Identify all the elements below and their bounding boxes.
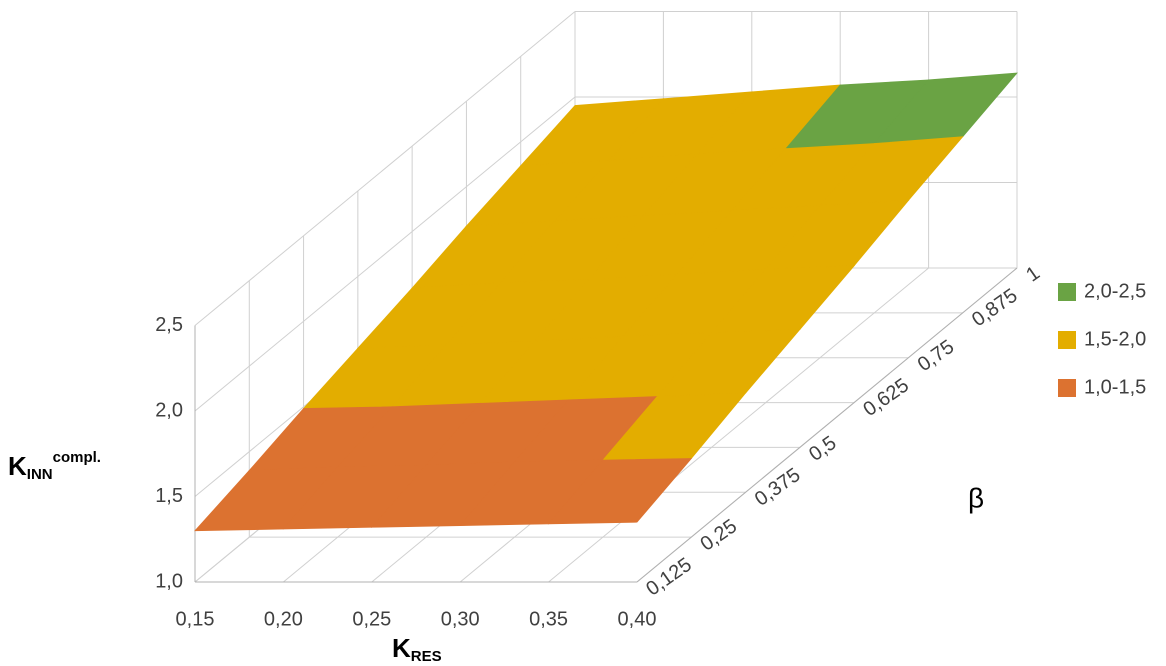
- left-wall-grid-line: [194, 11, 576, 326]
- y-axis-line: [636, 267, 1018, 583]
- y-tick-label: 1: [1022, 262, 1044, 286]
- z-tick-label: 1,5: [155, 485, 183, 507]
- floor-grid-line: [548, 267, 929, 583]
- legend-label: 2,0-2,5: [1084, 280, 1146, 302]
- y-tick-label: 0,625: [859, 374, 913, 421]
- x-axis-title: KRES: [392, 633, 442, 665]
- y-tick-label: 0,375: [751, 464, 805, 511]
- x-axis-title-sub: RES: [411, 648, 442, 665]
- z-axis-title-sub: INN: [27, 466, 53, 483]
- legend-label: 1,5-2,0: [1084, 328, 1146, 350]
- legend-swatch: [1058, 379, 1076, 397]
- surface-cell: [547, 458, 693, 525]
- z-tick-label: 2,0: [155, 399, 183, 421]
- y-tick-label: 0,25: [697, 515, 742, 555]
- y-tick-label: 0,125: [642, 554, 696, 601]
- x-tick-label: 0,25: [352, 608, 391, 630]
- z-tick-label: 1,0: [155, 570, 183, 592]
- legend-label: 1,0-1,5: [1084, 376, 1146, 398]
- z-tick-label: 2,5: [155, 314, 183, 336]
- x-tick-label: 0,30: [441, 608, 480, 630]
- y-tick-label: 0,5: [805, 432, 840, 466]
- y-axis-title: β: [968, 482, 984, 513]
- x-tick-label: 0,20: [264, 608, 303, 630]
- legend-swatch: [1058, 283, 1076, 301]
- x-tick-label: 0,35: [529, 608, 568, 630]
- z-axis-title-main: K: [8, 451, 27, 481]
- x-tick-label: 0,40: [618, 608, 657, 630]
- y-tick-label: 0,875: [968, 285, 1022, 332]
- z-axis-title: KINNcompl.: [8, 449, 101, 483]
- legend-swatch: [1058, 331, 1076, 349]
- z-axis-title-sup: compl.: [53, 449, 101, 466]
- y-tick-label: 0,75: [914, 336, 959, 376]
- x-tick-label: 0,15: [176, 608, 215, 630]
- x-axis-title-main: K: [392, 633, 411, 663]
- left-wall-grid-line: [194, 96, 576, 412]
